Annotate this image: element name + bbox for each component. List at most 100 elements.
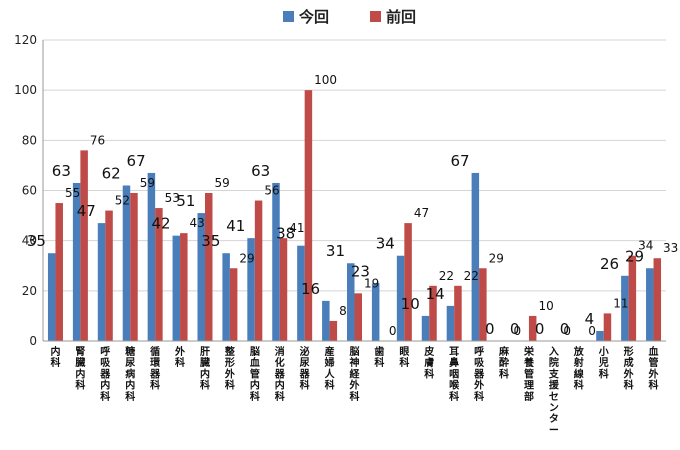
value-label-current: 14	[426, 285, 445, 303]
value-label-previous: 29	[239, 251, 254, 265]
legend-label-current: 今回	[298, 8, 329, 26]
value-label-previous: 34	[638, 239, 653, 253]
value-label-previous: 52	[115, 194, 130, 208]
value-label-previous: 59	[140, 176, 155, 190]
bar-previous	[628, 255, 637, 341]
x-tick-label: 入院支援センター	[548, 346, 560, 436]
x-tick-label: 泌尿器科	[299, 345, 311, 392]
value-label-previous: 0	[514, 324, 522, 338]
x-tick-label: 眼科	[399, 346, 409, 369]
value-label-previous: 11	[613, 296, 628, 310]
bar-current	[272, 182, 280, 341]
bar-current	[621, 275, 629, 341]
value-label-current: 16	[301, 280, 320, 298]
value-label-current: 67	[451, 152, 470, 170]
bar-previous	[254, 200, 263, 341]
x-tick-label: 肝臓内科	[200, 346, 210, 392]
value-label-previous: 47	[414, 206, 429, 220]
value-label-previous: 43	[190, 216, 205, 230]
bar-previous	[653, 258, 662, 341]
bar-current	[222, 253, 230, 341]
bar-current	[396, 255, 405, 341]
value-label-previous: 41	[289, 221, 304, 235]
value-label-current: 63	[52, 162, 71, 180]
bar-current	[147, 172, 156, 341]
bar-current	[197, 213, 205, 341]
value-label-current: 0	[560, 320, 570, 338]
bar-previous	[429, 285, 437, 341]
x-tick-label: 腎臓内科	[75, 346, 85, 392]
bar-previous	[528, 315, 537, 341]
value-label-previous: 29	[489, 251, 504, 265]
bar-current	[247, 238, 255, 341]
bar-previous	[55, 203, 63, 341]
value-label-previous: 8	[339, 304, 347, 318]
x-tick-label: 呼吸器内科	[99, 345, 111, 403]
value-label-current: 0	[535, 320, 545, 338]
gridlines	[43, 39, 666, 342]
value-label-current: 41	[226, 217, 245, 235]
bar-previous	[304, 90, 313, 342]
x-tick-label: 呼吸器外科	[473, 345, 485, 403]
value-label-current: 67	[127, 152, 146, 170]
bar-current	[122, 185, 131, 341]
bar-current	[172, 235, 181, 341]
value-label-current: 34	[376, 235, 395, 253]
y-tick-label: 20	[22, 284, 37, 298]
bar-current	[446, 305, 455, 341]
bar-previous	[479, 268, 487, 341]
y-tick-label: 80	[22, 133, 37, 147]
value-label-previous: 56	[264, 184, 279, 198]
bar-previous	[329, 320, 338, 341]
bar-current	[596, 330, 604, 341]
legend-swatch-current	[283, 11, 294, 22]
bar-current	[47, 253, 56, 341]
value-label-current: 35	[27, 232, 46, 250]
x-tick-label: 循環器科	[149, 345, 161, 392]
bar-current	[421, 315, 430, 341]
bar-previous	[130, 193, 138, 341]
value-label-previous: 0	[563, 324, 571, 338]
x-tick-label: 麻酔科	[498, 345, 510, 380]
x-tick-label: 脳神経外科	[349, 346, 361, 403]
bar-previous	[155, 208, 163, 341]
value-label-current: 42	[151, 215, 170, 233]
x-tick-label: 歯科	[374, 345, 384, 369]
bar-current	[97, 223, 106, 341]
bar-current	[471, 172, 480, 341]
y-axis: 0 20 40 60 80 100 120	[14, 33, 44, 348]
value-label-current: 51	[176, 192, 195, 210]
value-label-previous: 0	[389, 324, 397, 338]
bar-current	[646, 268, 654, 341]
x-tick-label: 栄養管理部	[523, 345, 535, 403]
bar-previous	[229, 268, 238, 341]
value-label-current: 29	[625, 247, 644, 265]
legend-swatch-previous	[370, 11, 381, 22]
value-label-current: 63	[251, 162, 270, 180]
y-tick-label: 0	[29, 334, 37, 348]
bar-previous	[354, 293, 362, 341]
category-labels: 内科 腎臓内科 呼吸器内科 糖尿病内科 循環器科 外科 肝臓内科 整形外科 脳血管内科 消化器内科…	[50, 345, 658, 436]
value-label-previous: 100	[314, 73, 337, 87]
bar-previous	[454, 285, 462, 341]
bar-current	[72, 182, 81, 341]
value-label-previous: 0	[588, 324, 596, 338]
bar-previous	[603, 313, 612, 341]
bar-previous	[404, 223, 412, 341]
value-label-previous: 53	[165, 191, 180, 205]
value-label-previous: 55	[65, 186, 80, 200]
y-tick-label: 40	[22, 234, 37, 248]
value-label-current: 0	[510, 320, 520, 338]
x-tick-label: 産婦人科	[324, 345, 336, 392]
value-label-previous: 22	[439, 269, 454, 283]
legend: 今回 前回	[283, 8, 416, 26]
y-tick-label: 100	[14, 83, 37, 97]
value-label-previous: 76	[90, 133, 105, 147]
value-label-current: 38	[276, 225, 295, 243]
bar-previous	[80, 150, 88, 341]
x-tick-label: 整形外科	[224, 345, 235, 392]
bar-previous	[105, 210, 113, 341]
value-label-previous: 10	[538, 299, 553, 313]
x-tick-label: 内科	[50, 345, 60, 369]
